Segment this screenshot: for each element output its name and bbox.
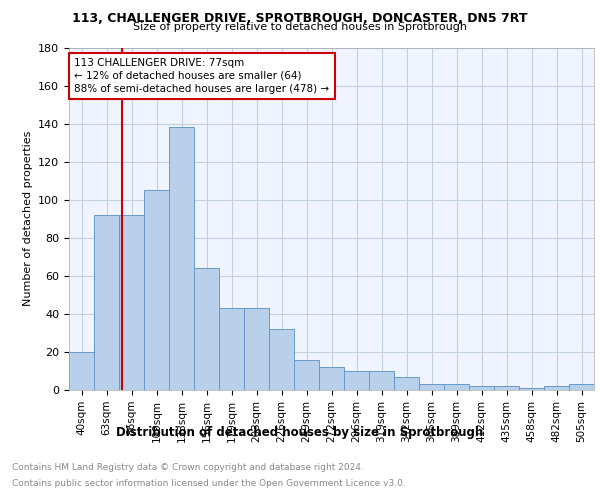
Bar bbox=[69, 352, 94, 390]
Bar bbox=[319, 367, 344, 390]
Bar bbox=[219, 308, 244, 390]
Bar bbox=[519, 388, 544, 390]
Text: Distribution of detached houses by size in Sprotbrough: Distribution of detached houses by size … bbox=[116, 426, 484, 439]
Bar bbox=[194, 268, 219, 390]
Bar bbox=[269, 329, 294, 390]
Bar bbox=[544, 386, 569, 390]
Bar bbox=[494, 386, 519, 390]
Bar bbox=[394, 376, 419, 390]
Bar bbox=[119, 215, 144, 390]
Bar bbox=[419, 384, 444, 390]
Bar bbox=[369, 371, 394, 390]
Bar bbox=[294, 360, 319, 390]
Bar bbox=[344, 371, 369, 390]
Bar bbox=[469, 386, 494, 390]
Bar bbox=[244, 308, 269, 390]
Text: 113 CHALLENGER DRIVE: 77sqm
← 12% of detached houses are smaller (64)
88% of sem: 113 CHALLENGER DRIVE: 77sqm ← 12% of det… bbox=[74, 58, 329, 94]
Bar bbox=[444, 384, 469, 390]
Y-axis label: Number of detached properties: Number of detached properties bbox=[23, 131, 32, 306]
Text: 113, CHALLENGER DRIVE, SPROTBROUGH, DONCASTER, DN5 7RT: 113, CHALLENGER DRIVE, SPROTBROUGH, DONC… bbox=[72, 12, 528, 25]
Text: Size of property relative to detached houses in Sprotbrough: Size of property relative to detached ho… bbox=[133, 22, 467, 32]
Text: Contains HM Land Registry data © Crown copyright and database right 2024.: Contains HM Land Registry data © Crown c… bbox=[12, 464, 364, 472]
Bar bbox=[144, 190, 169, 390]
Bar bbox=[94, 215, 119, 390]
Bar bbox=[169, 128, 194, 390]
Bar bbox=[569, 384, 594, 390]
Text: Contains public sector information licensed under the Open Government Licence v3: Contains public sector information licen… bbox=[12, 478, 406, 488]
